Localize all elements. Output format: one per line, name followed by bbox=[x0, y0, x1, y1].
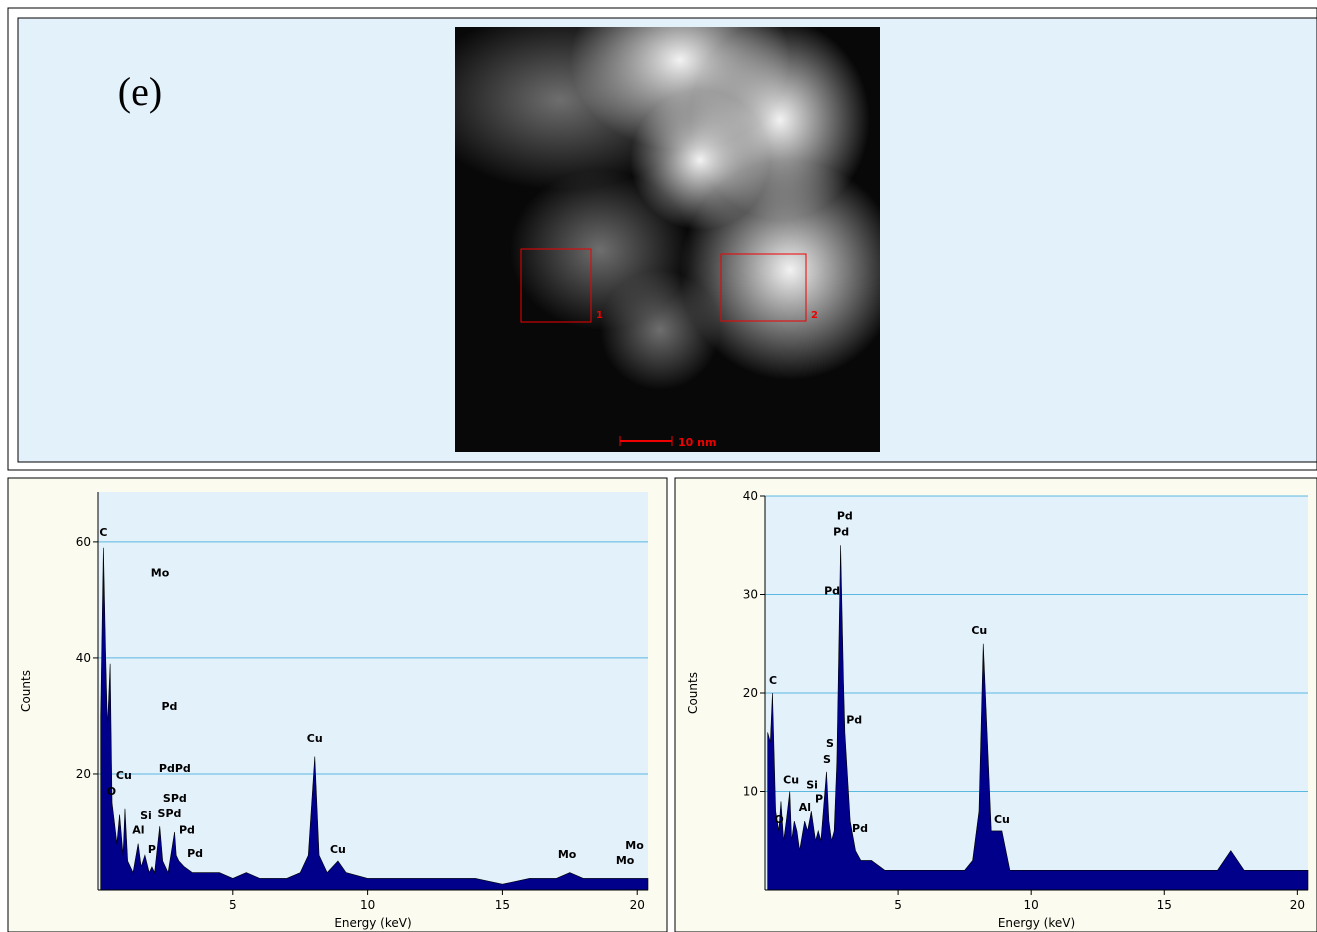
peak-label: C bbox=[769, 674, 777, 687]
y-tick-label: 20 bbox=[76, 767, 91, 781]
micrograph bbox=[420, 0, 900, 452]
x-tick-label: 20 bbox=[630, 898, 645, 912]
figure: (e) 1 2 10 nm 20 40 60 5 10 15 20 Energy (keV) C… bbox=[0, 0, 1317, 932]
peak-label: Cu bbox=[994, 813, 1010, 826]
peak-label: S bbox=[823, 753, 831, 766]
peak-label: Pd bbox=[837, 510, 853, 523]
x-axis-label: Energy (keV) bbox=[998, 916, 1075, 930]
peak-label: Cu bbox=[330, 843, 346, 856]
x-tick-label: 20 bbox=[1290, 898, 1305, 912]
peak-label: Pd bbox=[161, 700, 177, 713]
peak-label: O bbox=[107, 785, 116, 798]
x-axis-label: Energy (keV) bbox=[334, 916, 411, 930]
y-tick-label: 20 bbox=[743, 686, 758, 700]
peak-label: Cu bbox=[307, 732, 323, 745]
y-tick-label: 40 bbox=[76, 651, 91, 665]
peak-label: P bbox=[815, 792, 823, 805]
region-label: 2 bbox=[811, 310, 818, 321]
peak-label: Pd bbox=[833, 525, 849, 538]
peak-label: SPd bbox=[163, 792, 187, 805]
peak-label: Pd bbox=[846, 714, 862, 727]
peak-label: P bbox=[148, 843, 156, 856]
peak-label: S bbox=[826, 737, 834, 750]
peak-label: Mo bbox=[558, 848, 577, 861]
y-axis-label: Counts bbox=[686, 672, 700, 714]
peak-label: Cu bbox=[971, 624, 987, 637]
x-tick-label: 10 bbox=[360, 898, 375, 912]
peak-label: PdPd bbox=[159, 762, 191, 775]
peak-label: SPd bbox=[158, 807, 182, 820]
x-tick-label: 15 bbox=[1157, 898, 1172, 912]
peak-label: Si bbox=[140, 809, 152, 822]
peak-label: Pd bbox=[179, 824, 195, 837]
peak-label: Mo bbox=[616, 854, 635, 867]
x-tick-label: 5 bbox=[229, 898, 237, 912]
peak-label: Cu bbox=[116, 769, 132, 782]
peak-label: Pd bbox=[187, 847, 203, 860]
x-tick-label: 5 bbox=[894, 898, 902, 912]
peak-label: Si bbox=[806, 779, 818, 792]
peak-label: Al bbox=[799, 801, 811, 814]
y-axis-label: Counts bbox=[19, 670, 33, 712]
x-tick-label: 15 bbox=[495, 898, 510, 912]
peak-label: Mo bbox=[625, 839, 644, 852]
x-tick-label: 10 bbox=[1024, 898, 1039, 912]
peak-label: Pd bbox=[852, 822, 868, 835]
peak-label: Cu bbox=[783, 774, 799, 787]
peak-label: Pd bbox=[824, 585, 840, 598]
panel-label: (e) bbox=[118, 69, 162, 114]
region-label: 1 bbox=[596, 310, 603, 321]
y-tick-label: 10 bbox=[743, 785, 758, 799]
y-tick-label: 60 bbox=[76, 535, 91, 549]
y-tick-label: 40 bbox=[743, 489, 758, 503]
peak-label: C bbox=[99, 526, 107, 539]
peak-label: O bbox=[774, 813, 783, 826]
peak-label: Mo bbox=[151, 567, 170, 580]
y-tick-label: 30 bbox=[743, 588, 758, 602]
scale-bar-label: 10 nm bbox=[678, 436, 716, 449]
peak-label: Al bbox=[132, 824, 144, 837]
